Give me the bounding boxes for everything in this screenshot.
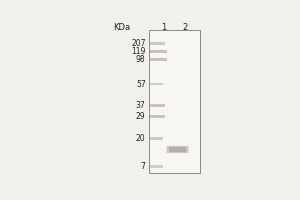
Bar: [150, 58, 167, 61]
Text: KDa: KDa: [112, 23, 130, 32]
Bar: [150, 50, 167, 53]
Text: 7: 7: [141, 162, 146, 171]
Text: 29: 29: [136, 112, 146, 121]
Bar: [150, 83, 163, 85]
Text: 20: 20: [136, 134, 146, 143]
Bar: [150, 115, 165, 118]
Bar: [150, 165, 163, 168]
Bar: [169, 147, 186, 152]
Text: 98: 98: [136, 55, 146, 64]
Text: 207: 207: [131, 39, 146, 48]
Bar: [150, 137, 163, 140]
Text: 1: 1: [162, 23, 167, 32]
Bar: [167, 146, 188, 153]
Bar: [150, 104, 165, 107]
Text: 57: 57: [136, 80, 146, 89]
Bar: [149, 30, 200, 173]
Bar: [150, 42, 165, 45]
Text: 37: 37: [136, 101, 146, 110]
Bar: [166, 146, 189, 153]
Text: 119: 119: [131, 47, 146, 56]
Text: 2: 2: [182, 23, 188, 32]
